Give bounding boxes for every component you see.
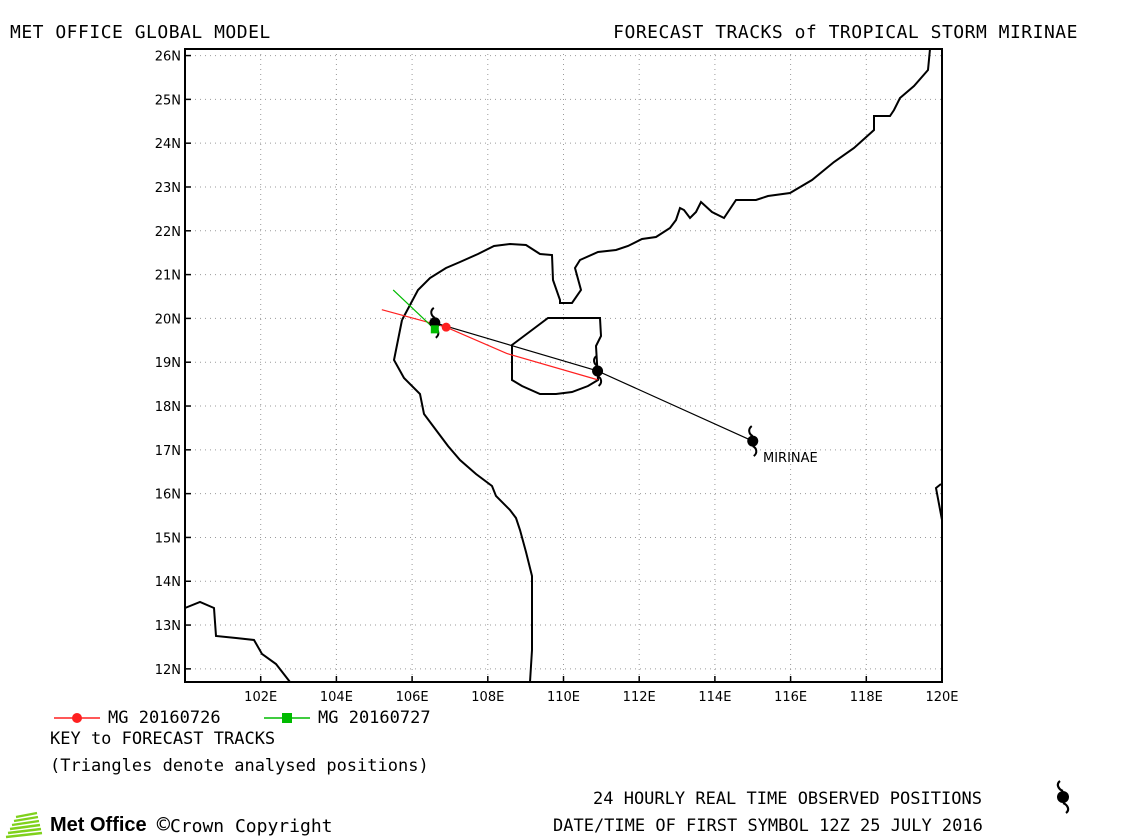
x-tick-label: 118E xyxy=(850,690,883,705)
y-tick-label: 22N xyxy=(155,225,181,240)
x-tick-label: 114E xyxy=(698,690,731,705)
map-grid xyxy=(185,49,942,682)
copyright-symbol: © xyxy=(156,812,170,838)
logo-stripe xyxy=(13,815,39,823)
coastline-luzon xyxy=(934,483,943,521)
x-tick-label: 110E xyxy=(547,690,580,705)
logo-stripe xyxy=(9,823,41,831)
forecast-track-marker xyxy=(430,325,439,334)
observed-positions-note: 24 HOURLY REAL TIME OBSERVED POSITIONS xyxy=(593,789,982,809)
y-tick-label: 24N xyxy=(155,137,181,152)
legend-label-mg-20160727: MG 20160727 xyxy=(318,708,431,728)
y-tick-label: 14N xyxy=(155,575,181,590)
storm-tracks xyxy=(381,289,759,457)
y-tick-label: 26N xyxy=(155,50,181,65)
y-tick-label: 19N xyxy=(155,356,181,371)
legend-key-note: (Triangles denote analysed positions) xyxy=(50,756,429,776)
y-tick-label: 17N xyxy=(155,444,181,459)
coastline-hainan-island xyxy=(511,317,603,395)
logo-stripe xyxy=(7,827,42,835)
logo-stripe xyxy=(15,811,38,819)
y-tick-label: 25N xyxy=(155,93,181,108)
storm-name-label: MIRINAE xyxy=(763,451,818,466)
legend-label-mg-20160726: MG 20160726 xyxy=(108,708,221,728)
x-tick-label: 108E xyxy=(471,690,504,705)
forecast-track-line xyxy=(392,289,436,330)
legend-swatch-red-circle xyxy=(54,713,100,723)
x-tick-label: 104E xyxy=(320,690,353,705)
legend-item-mg-20160726: MG 20160726 xyxy=(52,708,221,728)
legend-key-title: KEY to FORECAST TRACKS xyxy=(50,729,276,749)
y-tick-label: 15N xyxy=(155,531,181,546)
x-tick-label: 102E xyxy=(244,690,277,705)
map-frame xyxy=(184,48,943,683)
coastline xyxy=(184,48,943,683)
copyright-text: Crown Copyright xyxy=(169,815,333,837)
tropical-storm-symbol-icon xyxy=(1056,780,1070,814)
y-tick-label: 13N xyxy=(155,619,181,634)
y-tick-label: 18N xyxy=(155,400,181,415)
met-office-logo-mark-icon xyxy=(5,811,43,839)
met-office-logo: Met Office ©Crown Copyright xyxy=(2,810,333,840)
header-left-title: MET OFFICE GLOBAL MODEL xyxy=(10,22,271,43)
y-tick-label: 23N xyxy=(155,181,181,196)
first-symbol-datetime: DATE/TIME OF FIRST SYMBOL 12Z 25 JULY 20… xyxy=(553,816,983,836)
y-tick-label: 21N xyxy=(155,269,181,284)
coastline-china-mainland xyxy=(401,48,931,321)
axis-ticks: 102E 104E 106E 108E 110E 112E 114E 116E 118E 120E… xyxy=(155,50,959,705)
forecast-track-marker xyxy=(441,322,451,332)
legend-swatch-green-square xyxy=(264,713,310,723)
y-tick-label: 16N xyxy=(155,488,181,503)
header-right-title: FORECAST TRACKS of TROPICAL STORM MIRINA… xyxy=(613,22,1078,43)
coastline-vietnam xyxy=(392,319,533,683)
y-tick-label: 20N xyxy=(155,312,181,327)
x-tick-label: 112E xyxy=(623,690,656,705)
y-tick-label: 12N xyxy=(155,663,181,678)
storm-position-symbol xyxy=(592,355,604,387)
met-office-logo-text: Met Office xyxy=(50,813,147,836)
x-tick-label: 106E xyxy=(396,690,429,705)
x-tick-label: 116E xyxy=(774,690,807,705)
forecast-track-line xyxy=(381,309,598,381)
copyright-notice: ©Crown Copyright xyxy=(157,813,333,838)
coastline-thailand xyxy=(184,600,291,683)
logo-stripe xyxy=(11,819,40,827)
storm-position-symbol xyxy=(747,425,759,457)
x-tick-label: 120E xyxy=(925,690,958,705)
legend-item-mg-20160727: MG 20160727 xyxy=(262,708,431,728)
logo-stripe xyxy=(5,831,43,839)
